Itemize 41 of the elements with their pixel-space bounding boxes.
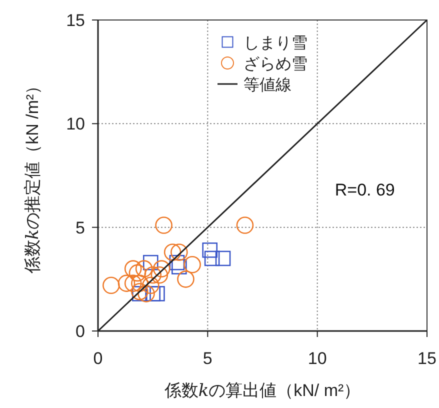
x-tick-label: 10	[308, 349, 327, 368]
point	[204, 250, 220, 266]
point	[164, 244, 182, 261]
y-tick-label: 15	[66, 11, 85, 30]
point	[131, 282, 148, 300]
legend-label: 等値線	[244, 76, 292, 94]
x-tick-label: 15	[418, 349, 436, 368]
point	[144, 266, 162, 284]
point	[142, 254, 158, 270]
legend-label: しまり雪	[244, 35, 308, 52]
point	[152, 260, 170, 278]
point	[142, 276, 160, 294]
point	[102, 276, 120, 294]
point	[169, 254, 185, 270]
y-tick-label: 0	[76, 322, 85, 341]
point	[138, 285, 155, 302]
point	[172, 259, 187, 274]
point	[202, 242, 218, 258]
x-axis-title: 係数𝑘の算出値（kN/ m²）	[163, 381, 361, 400]
point	[236, 216, 254, 234]
annotation: R=0. 69	[334, 180, 395, 200]
point	[150, 286, 165, 302]
point	[155, 216, 172, 234]
point	[170, 244, 188, 261]
point	[150, 266, 168, 284]
x-tick-label: 0	[93, 349, 103, 368]
point	[124, 274, 142, 292]
y-tick-label: 5	[76, 218, 85, 238]
legend-label: ざらめ雪	[244, 56, 308, 73]
point	[177, 270, 194, 288]
point	[145, 286, 160, 302]
point	[184, 256, 201, 274]
y-tick-label: 10	[66, 114, 85, 134]
point	[124, 260, 142, 278]
point	[215, 250, 231, 266]
point	[118, 274, 136, 292]
x-tick-label: 5	[202, 349, 212, 368]
point	[128, 264, 146, 282]
point	[131, 274, 148, 292]
y-axis-title: 係数𝑘の推定値（kN /m²）	[23, 77, 42, 275]
point	[135, 260, 153, 278]
